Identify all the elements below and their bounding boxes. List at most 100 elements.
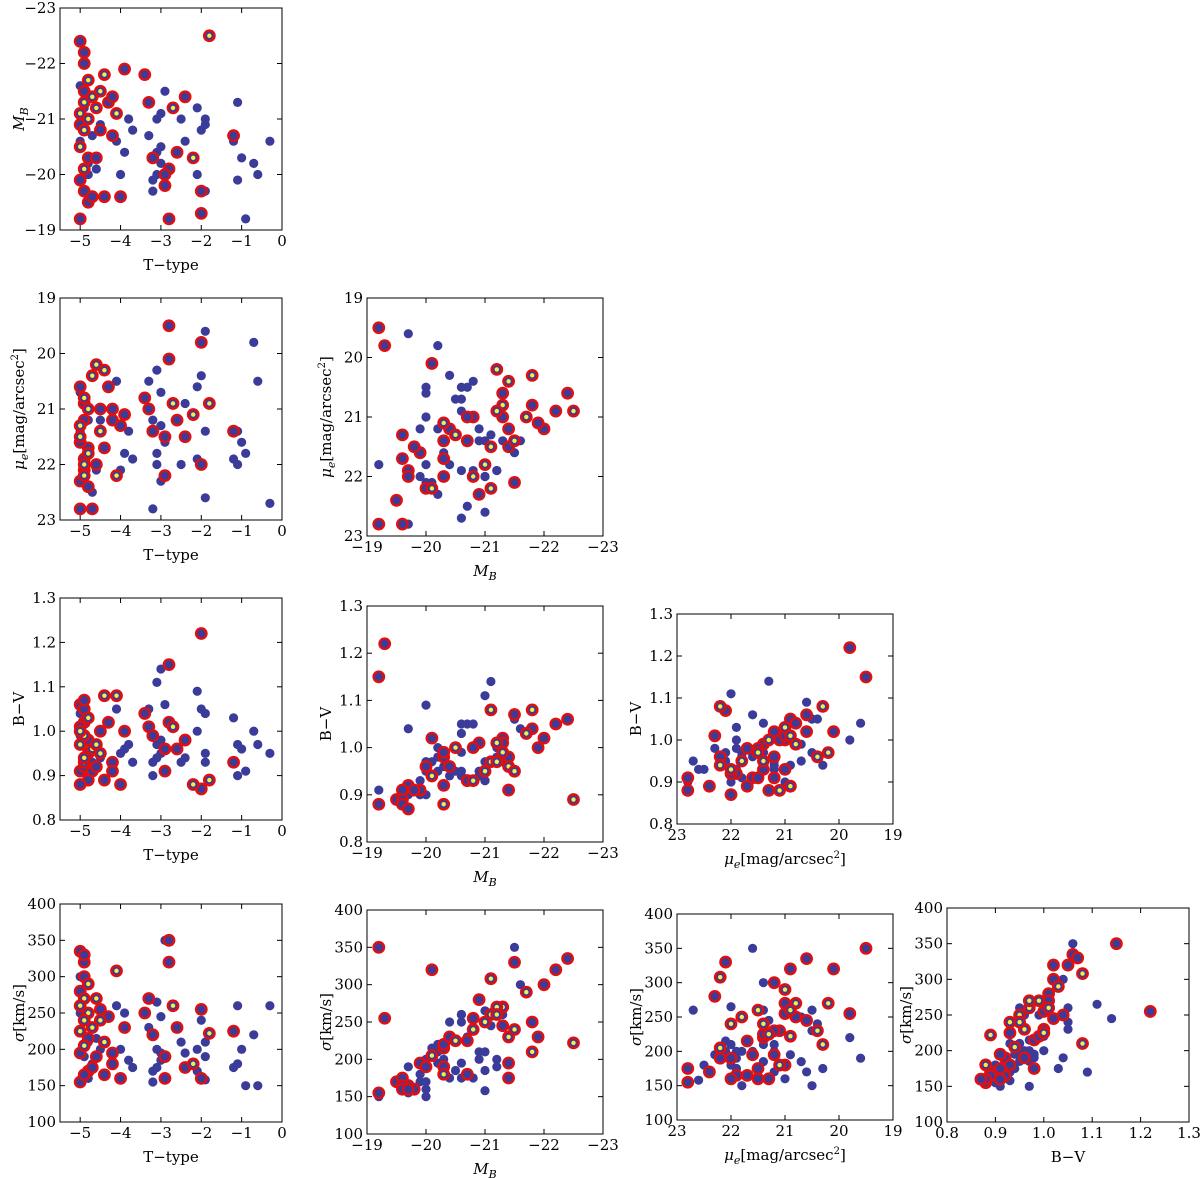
data-point [688, 756, 698, 766]
y-tick-label: 20 [37, 345, 56, 363]
data-point [176, 459, 186, 470]
data-point-ringed [525, 398, 539, 412]
data-point [237, 744, 247, 754]
data-point-ringed [1056, 1008, 1070, 1022]
data-point [421, 412, 431, 422]
data-point-core [82, 100, 87, 105]
data-point-ringed [227, 424, 240, 438]
data-point-ringed [106, 402, 119, 416]
y-tick-label: 300 [644, 974, 673, 992]
panel-1: −5 −4 −3 −2 −1 0 −19 −20 −21 −22 −23 T−type MB [10, 0, 287, 274]
data-point [769, 1039, 779, 1050]
data-point-ringed [378, 1011, 392, 1025]
data-point-ringed [767, 750, 781, 764]
data-point [111, 704, 122, 714]
data-point [192, 686, 202, 696]
data-point-ringed [77, 57, 91, 70]
y-tick-label: 400 [334, 901, 363, 919]
y-tick-label: 1.0 [339, 739, 363, 757]
data-point-ringed [767, 771, 781, 785]
data-point-core [82, 755, 87, 761]
y-tick-label: 200 [914, 1042, 943, 1060]
data-point [148, 771, 158, 781]
data-point-ringed [194, 184, 208, 198]
data-point [111, 1001, 122, 1011]
data-point [1068, 939, 1078, 949]
y-axis-label: B−V [627, 701, 645, 737]
data-point-core [788, 1007, 793, 1013]
data-point [374, 460, 384, 470]
data-point-core [191, 1061, 196, 1067]
y-tick-label: 400 [27, 895, 56, 913]
data-point-ringed [372, 797, 386, 811]
data-point-ringed [531, 741, 545, 754]
data-point-ringed [77, 1068, 91, 1082]
data-point [180, 136, 190, 146]
data-point-core [90, 94, 95, 100]
data-point-ringed [425, 357, 439, 370]
data-point-ringed [118, 724, 131, 738]
data-point [253, 376, 263, 386]
data-point-ringed [993, 1072, 1007, 1086]
data-point [845, 735, 855, 745]
data-point-ringed [372, 670, 386, 684]
data-point-core [207, 33, 212, 38]
x-tick-label: −21 [469, 538, 501, 556]
x-tick-label: 0 [277, 1124, 287, 1142]
data-point [160, 86, 170, 96]
data-point-core [761, 1021, 766, 1027]
data-point-ringed [561, 952, 574, 965]
data-point [445, 771, 455, 781]
y-tick-label: 0.9 [649, 773, 673, 791]
data-point-ringed [106, 1046, 119, 1060]
data-point-core [98, 429, 103, 434]
data-point-core [820, 1042, 825, 1047]
data-point-core [90, 1025, 95, 1030]
data-point-ringed [162, 933, 176, 947]
y-tick-label: 1.0 [32, 722, 56, 740]
data-point-ringed [77, 46, 91, 59]
data-point [265, 136, 275, 146]
data-point-ringed [800, 1014, 813, 1027]
data-point-ringed [437, 745, 451, 759]
data-point [152, 459, 162, 470]
data-point-core [500, 750, 505, 755]
data-point [152, 1062, 162, 1073]
data-point-ringed [437, 434, 451, 448]
data-point-ringed [106, 129, 119, 143]
data-point-core [86, 451, 91, 456]
data-point-ringed [395, 452, 409, 466]
data-point [688, 1005, 698, 1015]
x-tick-label: −2 [190, 1124, 212, 1142]
data-point [200, 493, 210, 503]
data-point [176, 1037, 186, 1047]
data-point-core [471, 474, 476, 479]
data-point [1029, 1049, 1039, 1059]
data-point [237, 1044, 247, 1054]
y-tick-label: 1.0 [649, 731, 673, 749]
data-point [818, 760, 828, 770]
data-point-core [1022, 1027, 1027, 1032]
data-point [192, 1044, 202, 1054]
data-point [710, 743, 720, 754]
data-point [456, 728, 466, 739]
data-point-core [820, 704, 825, 709]
data-point-ringed [146, 729, 160, 743]
data-point-core [512, 769, 517, 774]
data-point-ringed [1110, 937, 1123, 951]
data-point-core [170, 105, 176, 111]
data-point [492, 1062, 502, 1072]
data-point-ringed [561, 712, 574, 726]
data-point [128, 1062, 138, 1073]
data-point-ringed [751, 1072, 765, 1086]
data-point-core [571, 797, 576, 802]
data-point [192, 169, 202, 180]
data-point [480, 1065, 490, 1076]
data-point-core [1017, 1019, 1022, 1025]
data-point [492, 465, 502, 476]
y-tick-label: 250 [27, 1004, 56, 1022]
data-point-core [512, 438, 517, 443]
y-tick-label: 1.1 [339, 691, 363, 709]
panel-3: −19 −20 −21 −22 −23 19 20 21 22 23 MB μe[mag/arcsec… [317, 289, 619, 583]
data-point [233, 771, 243, 781]
